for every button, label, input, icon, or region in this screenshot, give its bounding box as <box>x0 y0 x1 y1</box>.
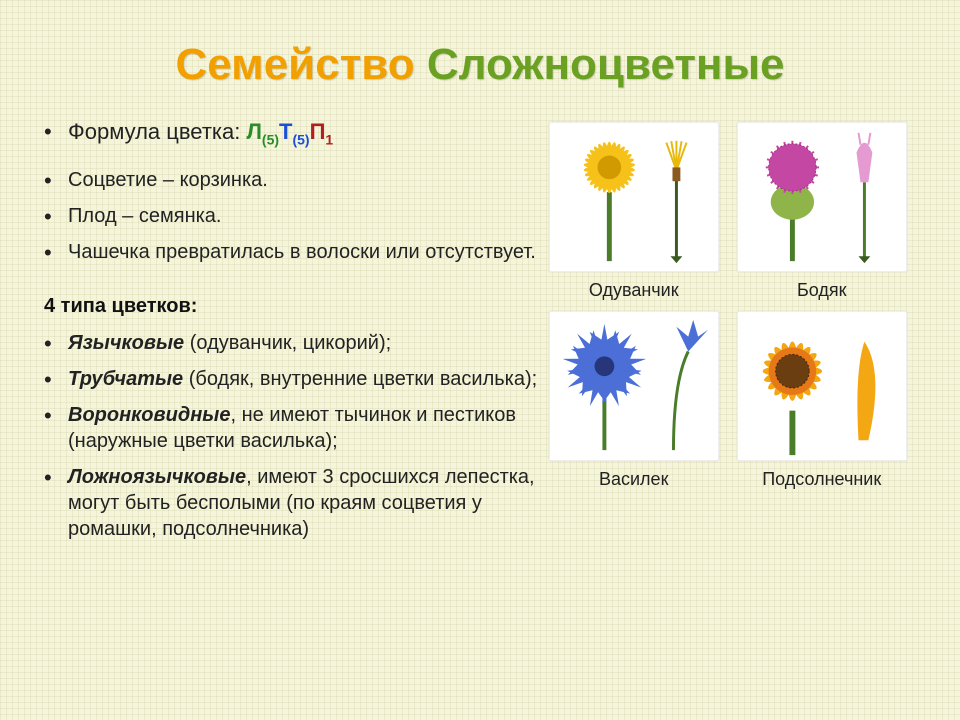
type-rest: (бодяк, внутренние цветки василька); <box>183 368 537 390</box>
type-name: Трубчатые <box>68 368 183 390</box>
plant-caption: Бодяк <box>737 280 907 301</box>
plant-card: Бодяк <box>737 122 907 301</box>
plant-illustration <box>737 311 907 461</box>
image-column: Одуванчик Бодяк Василек Подсолнечник <box>539 118 916 552</box>
type-item: Ложноязычковые, имеют 3 сросшихся лепест… <box>44 464 539 542</box>
formula-Tsub: (5) <box>292 131 309 147</box>
formula-Psub: 1 <box>325 131 333 147</box>
top-bullets: Соцветие – корзинка. Плод – семянка. Чашеч… <box>44 167 539 265</box>
formula-P: П <box>310 119 326 144</box>
plant-card: Одуванчик <box>549 122 719 301</box>
type-rest: (одуванчик, цикорий); <box>184 332 391 354</box>
type-bullets: Язычковые (одуванчик, цикорий);Трубчатые… <box>44 330 539 542</box>
formula-label: Формула цветка: <box>68 119 246 144</box>
plant-caption: Одуванчик <box>549 280 719 301</box>
type-item: Язычковые (одуванчик, цикорий); <box>44 330 539 356</box>
type-item: Трубчатые (бодяк, внутренние цветки васи… <box>44 366 539 392</box>
plant-illustration <box>549 311 719 461</box>
plant-card: Василек <box>549 311 719 490</box>
type-name: Язычковые <box>68 332 184 354</box>
title-part1: Семейство <box>175 40 414 89</box>
plant-caption: Подсолнечник <box>737 469 907 490</box>
formula-line: Формула цветка: Л(5)Т(5)П1 <box>44 118 539 149</box>
formula-T: Т <box>279 119 292 144</box>
formula-Lsub: (5) <box>262 131 279 147</box>
content-row: Формула цветка: Л(5)Т(5)П1 Соцветие – ко… <box>44 118 916 552</box>
types-header: 4 типа цветков: <box>44 295 539 318</box>
bullet-item: Чашечка превратилась в волоски или отсут… <box>44 239 539 265</box>
plant-card: Подсолнечник <box>737 311 907 490</box>
slide: Семейство Сложноцветные Формула цветка: … <box>0 0 960 720</box>
formula-L: Л <box>246 119 261 144</box>
bullet-item: Соцветие – корзинка. <box>44 167 539 193</box>
type-name: Ложноязычковые <box>68 466 246 488</box>
title-part2: Сложноцветные <box>427 40 785 89</box>
text-column: Формула цветка: Л(5)Т(5)П1 Соцветие – ко… <box>44 118 539 552</box>
page-title: Семейство Сложноцветные <box>44 40 916 90</box>
type-item: Воронковидные, не имеют тычинок и пестик… <box>44 402 539 454</box>
type-name: Воронковидные <box>68 404 230 426</box>
plant-illustration <box>737 122 907 272</box>
plant-illustration <box>549 122 719 272</box>
bullet-item: Плод – семянка. <box>44 203 539 229</box>
plant-caption: Василек <box>549 469 719 490</box>
